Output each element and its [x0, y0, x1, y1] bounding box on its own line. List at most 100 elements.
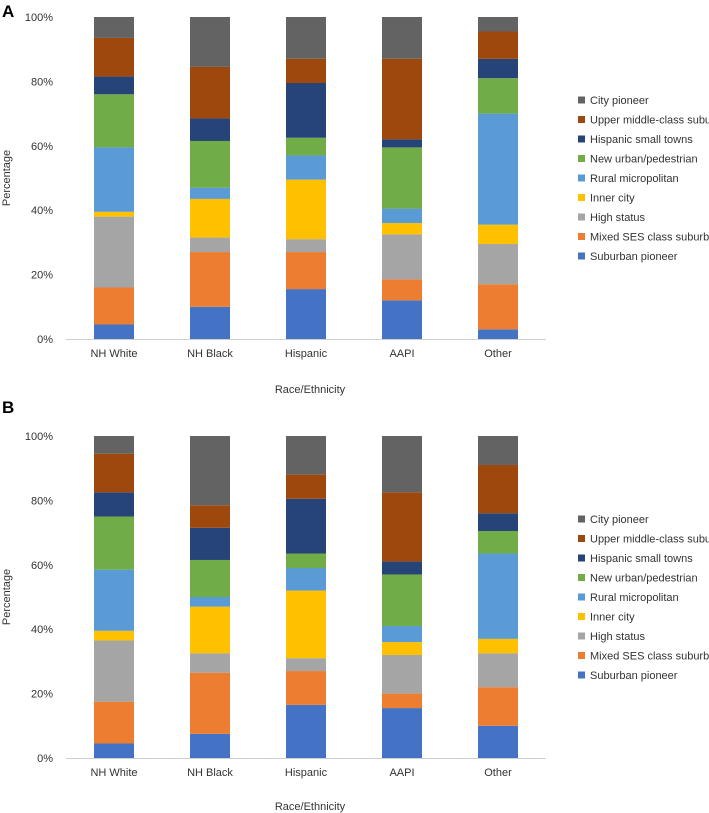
panel-a-bar-segment-nh-black-city-pioneer: [190, 17, 230, 67]
panel-a-legend-label-inner-city: Inner city: [590, 193, 635, 205]
panel-a-bar-segment-nh-white-upper-middle-class-suburb: [94, 37, 134, 77]
panel-b-legend-label-rural-micropolitan: Rural micropolitan: [590, 592, 679, 604]
panel-a-bar-segment-nh-white-mixed-ses-class-suburb: [94, 287, 134, 325]
panel-a-x-tick-label: NH Black: [187, 348, 233, 360]
panel-a-bar-segment-aapi-upper-middle-class-suburb: [382, 58, 422, 140]
panel-a-legend-swatch-inner-city: [578, 194, 585, 201]
panel-a-y-axis-title: Percentage: [1, 150, 13, 206]
panel-b-bar-segment-nh-black-upper-middle-class-suburb: [190, 505, 230, 528]
panel-a-legend-swatch-suburban-pioneer: [578, 252, 585, 260]
panel-a-legend-label-rural-micropolitan: Rural micropolitan: [590, 173, 679, 185]
panel-b-bar-segment-other-mixed-ses-class-suburb: [478, 687, 518, 726]
panel-b-legend-label-mixed-ses-class-suburb: Mixed SES class suburb: [590, 651, 709, 663]
panel-a-bar-segment-other-city-pioneer: [478, 17, 518, 32]
panel-a-x-tick-label: Hispanic: [285, 348, 328, 360]
panel-b-bar-segment-nh-white-inner-city: [94, 630, 134, 641]
panel-a-bar-segment-hispanic-rural-micropolitan: [286, 155, 326, 180]
panel-a-bar-segment-nh-black-inner-city: [190, 198, 230, 238]
panel-a-y-tick-label: 0%: [37, 334, 53, 346]
panel-b-bar-segment-hispanic-city-pioneer: [286, 436, 326, 475]
panel-b-legend-swatch-city-pioneer: [578, 515, 585, 523]
panel-b-x-tick-label: AAPI: [389, 767, 414, 779]
panel-b-legend-swatch-suburban-pioneer: [578, 671, 585, 679]
panel-a-bar-segment-hispanic-high-status: [286, 239, 326, 253]
panel-a-bar-segment-hispanic-new-urban-pedestrian: [286, 137, 326, 156]
panel-a-y-tick-label: 100%: [25, 12, 53, 24]
panel-b-bar-segment-nh-black-inner-city: [190, 606, 230, 654]
panel-b-bar-segment-nh-black-mixed-ses-class-suburb: [190, 672, 230, 734]
panel-a-bar-segment-nh-black-mixed-ses-class-suburb: [190, 252, 230, 307]
panel-b-bar-segment-nh-black-suburban-pioneer: [190, 733, 230, 758]
panel-b-bar-segment-nh-white-upper-middle-class-suburb: [94, 453, 134, 493]
panel-b-bar-segment-nh-black-city-pioneer: [190, 436, 230, 506]
panel-b-legend-swatch-upper-middle-class-suburb: [578, 535, 585, 542]
panel-a-bar-segment-nh-white-suburban-pioneer: [94, 324, 134, 339]
panel-a-legend-label-high-status: High status: [590, 212, 646, 224]
panel-b-legend-label-upper-middle-class-suburb: Upper middle-class suburb: [590, 534, 709, 546]
panel-b-bar-segment-hispanic-hispanic-small-towns: [286, 498, 326, 554]
panel-b-y-tick-label: 20%: [31, 689, 53, 701]
panel-a-legend-swatch-high-status: [578, 213, 585, 221]
panel-b-bar-segment-aapi-inner-city: [382, 642, 422, 655]
panel-b-legend-label-city-pioneer: City pioneer: [590, 514, 649, 526]
panel-a-bar-segment-other-suburban-pioneer: [478, 329, 518, 339]
panel-a-x-tick-label: Other: [484, 348, 512, 360]
panel-b-bar-segment-nh-white-high-status: [94, 640, 134, 702]
panel-a-y-tick-label: 60%: [31, 141, 53, 153]
panel-a-bar-segment-aapi-new-urban-pedestrian: [382, 147, 422, 209]
panel-a-legend-label-upper-middle-class-suburb: Upper middle-class suburb: [590, 115, 709, 127]
panel-a-bar-segment-aapi-city-pioneer: [382, 17, 422, 59]
panel-a-x-tick-label: AAPI: [389, 348, 414, 360]
panel-b-y-tick-label: 40%: [31, 624, 53, 636]
panel-b-legend-swatch-rural-micropolitan: [578, 593, 585, 601]
panel-b-bar-segment-other-hispanic-small-towns: [478, 513, 518, 531]
panel-a-legend-label-mixed-ses-class-suburb: Mixed SES class suburb: [590, 232, 709, 244]
panel-b-bar-segment-nh-black-rural-micropolitan: [190, 597, 230, 607]
panel-a-chart: A Percentage Race/Ethnicity 0% 20% 40% 60% 8…: [1, 2, 709, 396]
panel-a-bar-segment-nh-white-rural-micropolitan: [94, 147, 134, 212]
panel-a-bar-segment-other-new-urban-pedestrian: [478, 78, 518, 114]
panel-a-bar-segment-aapi-inner-city: [382, 223, 422, 235]
panel-b-bar-segment-hispanic-inner-city: [286, 590, 326, 659]
panel-a-bar-segment-nh-white-inner-city: [94, 211, 134, 217]
panel-b-bar-segment-aapi-new-urban-pedestrian: [382, 574, 422, 626]
panel-b-letter: B: [2, 398, 14, 417]
panel-b-bar-segment-nh-white-new-urban-pedestrian: [94, 516, 134, 570]
panel-a-bar-segment-aapi-high-status: [382, 234, 422, 280]
panel-b-bar-segment-other-upper-middle-class-suburb: [478, 464, 518, 514]
panel-b-legend-swatch-new-urban-pedestrian: [578, 574, 585, 581]
panel-a-letter: A: [2, 2, 14, 21]
panel-b-bar-segment-aapi-mixed-ses-class-suburb: [382, 693, 422, 709]
panel-a-x-tick-label: NH White: [90, 348, 137, 360]
panel-b-bar-segment-other-inner-city: [478, 638, 518, 654]
panel-b-y-tick-label: 0%: [37, 753, 53, 765]
panel-b-bar-segment-nh-black-new-urban-pedestrian: [190, 559, 230, 597]
panel-b-bar-segment-aapi-city-pioneer: [382, 436, 422, 493]
panel-b-bar-segment-hispanic-high-status: [286, 658, 326, 672]
panel-b-bar-segment-aapi-hispanic-small-towns: [382, 561, 422, 575]
panel-b-legend-swatch-hispanic-small-towns: [578, 554, 585, 562]
panel-a-bar-segment-other-rural-micropolitan: [478, 113, 518, 225]
panel-a-y-tick-label: 20%: [31, 270, 53, 282]
panel-a-legend-swatch-new-urban-pedestrian: [578, 155, 585, 162]
panel-b-bar-segment-nh-white-city-pioneer: [94, 436, 134, 454]
panel-a-legend-label-suburban-pioneer: Suburban pioneer: [590, 251, 678, 263]
panel-b-legend-label-high-status: High status: [590, 631, 646, 643]
panel-a-bar-segment-nh-black-new-urban-pedestrian: [190, 140, 230, 188]
panel-a-bar-segment-hispanic-suburban-pioneer: [286, 289, 326, 339]
panel-a-bar-segment-nh-black-suburban-pioneer: [190, 306, 230, 339]
panel-b-legend-swatch-mixed-ses-class-suburb: [578, 652, 585, 659]
panel-a-bar-segment-aapi-hispanic-small-towns: [382, 139, 422, 148]
panel-a-bar-segment-hispanic-hispanic-small-towns: [286, 83, 326, 138]
panel-b-bar-segment-hispanic-new-urban-pedestrian: [286, 553, 326, 569]
panel-a-legend-swatch-city-pioneer: [578, 96, 585, 104]
panel-b-bar-segment-aapi-upper-middle-class-suburb: [382, 492, 422, 562]
panel-b-bar-segment-nh-white-hispanic-small-towns: [94, 492, 134, 517]
panel-a-legend-label-new-urban-pedestrian: New urban/pedestrian: [590, 154, 698, 166]
panel-b-chart: B Percentage Race/Ethnicity 0% 20% 40% 60% 8…: [1, 398, 709, 813]
panel-b-bar-segment-other-city-pioneer: [478, 436, 518, 465]
panel-b-x-axis-title: Race/Ethnicity: [275, 801, 346, 813]
panel-b-y-tick-label: 60%: [31, 560, 53, 572]
panel-a-bar-segment-other-upper-middle-class-suburb: [478, 31, 518, 59]
